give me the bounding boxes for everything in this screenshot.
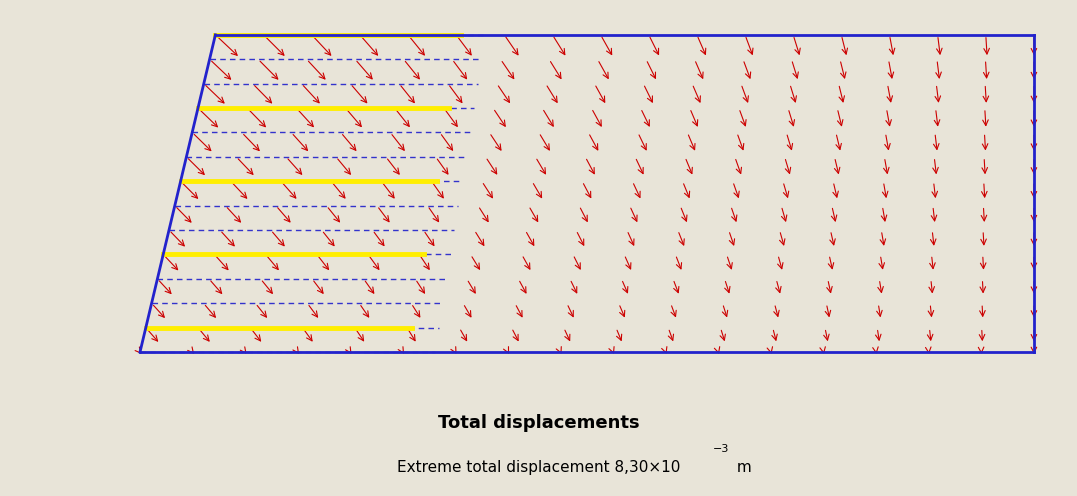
Text: Extreme total displacement 8,30×10: Extreme total displacement 8,30×10: [396, 460, 681, 475]
Text: Total displacements: Total displacements: [437, 414, 640, 432]
Text: m: m: [732, 460, 752, 475]
Text: −3: −3: [713, 444, 729, 454]
